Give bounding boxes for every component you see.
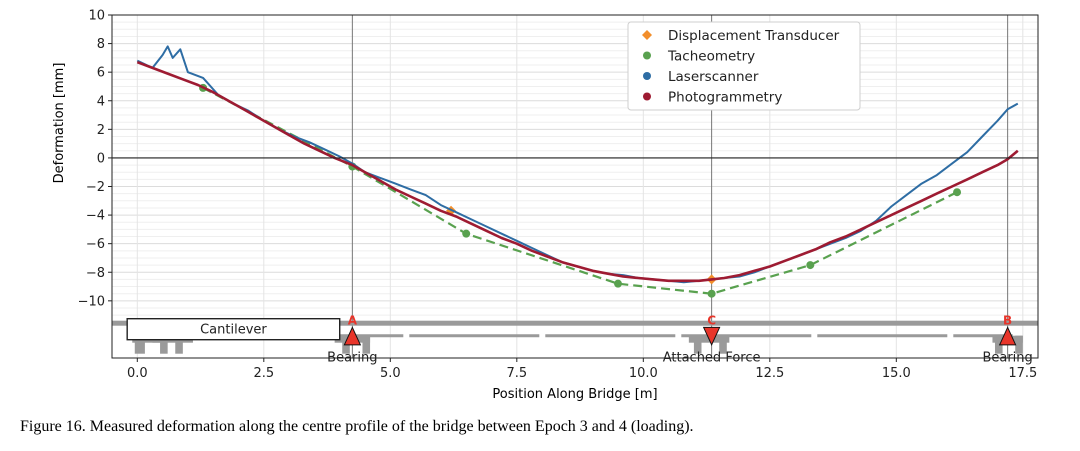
bridge-pillar [1015,335,1023,354]
series-layer [136,45,1019,298]
bridge-pillar [134,335,145,354]
x-tick-label: 17.5 [1008,366,1037,381]
legend-label: Laserscanner [668,69,759,85]
support-c-marker [702,326,721,347]
x-tick-label: 10.0 [629,366,658,381]
bridge-pillar [994,335,1003,354]
data-point [707,289,716,298]
x-axis-label: Position Along Bridge [m] [492,387,657,402]
series-line [136,45,1019,284]
x-tick-label: 5.0 [380,366,401,381]
bridge-pillar [362,335,371,354]
series-dashed-line [202,86,958,295]
bridge-structure [112,318,1038,354]
support-a-letter: A [348,313,358,327]
attached-force-label: Attached Force [663,350,761,365]
axes: 10 8 6 4 2 0 −2 −4 −6 −8 −10 0.0 2.5 5.0 7.5 10.0 12.5 15… [78,9,1039,381]
y-tick-label: −10 [78,294,105,309]
x-tick-label: 2.5 [253,366,274,381]
legend-marker [643,72,651,80]
legend: Displacement Transducer Tacheometry Lasers… [627,21,861,111]
y-tick-label: 2 [97,123,105,138]
bearing-b-label: Bearing [982,350,1032,365]
support-b-marker [998,326,1017,346]
y-tick-label: −6 [86,237,105,252]
data-point [614,279,623,288]
y-tick-label: 8 [97,37,105,52]
series-laserscanner [136,45,1019,284]
x-tick-label: 0.0 [127,366,148,381]
deformation-chart: 10 8 6 4 2 0 −2 −4 −6 −8 −10 0.0 2.5 5.0 7.5 10.0 12.5 15… [52,9,1039,402]
y-tick-label: 0 [97,151,105,166]
support-c-letter: C [707,313,716,327]
data-point [953,188,962,197]
x-tick-label: 7.5 [506,366,527,381]
legend-label: Photogrammetry [668,90,782,106]
bridge-deck [112,320,1038,326]
legend-marker-diamond [642,30,652,40]
y-tick-label: 10 [88,9,105,24]
bearing-a-label: Bearing [327,350,377,365]
y-tick-label: −8 [86,266,105,281]
bridge-pillar [160,335,168,354]
cantilever-box [126,318,341,341]
y-axis-label: Deformation [mm] [52,63,67,184]
legend-label: Displacement Transducer [668,28,840,44]
data-point [462,229,471,238]
data-point [806,261,815,270]
legend-label: Tacheometry [667,49,755,65]
y-tick-label: −4 [86,209,105,224]
series-tacheometry [199,83,962,298]
support-a-marker [343,326,362,346]
legend-box [627,21,861,111]
x-tick-label: 15.0 [882,366,911,381]
y-tick-label: 4 [97,94,105,109]
cantilever-label: Cantilever [200,323,267,338]
y-tick-label: −2 [86,180,105,195]
structure-labels: Cantilever A C B Bearing Attached Force Bearin… [200,313,1033,365]
figure-caption: Figure 16. Measured deformation along th… [20,418,694,435]
bridge-pillar [175,335,183,354]
bridge-pillar [719,335,727,354]
legend-marker [643,51,651,60]
grid [112,14,1038,358]
support-b-letter: B [1003,313,1012,327]
legend-marker [643,92,651,101]
x-tick-label: 12.5 [755,366,784,381]
series-photogrammetry [136,60,1019,283]
y-tick-label: 6 [97,66,105,81]
bridge-pillar [693,335,702,354]
series-line [136,60,1019,283]
